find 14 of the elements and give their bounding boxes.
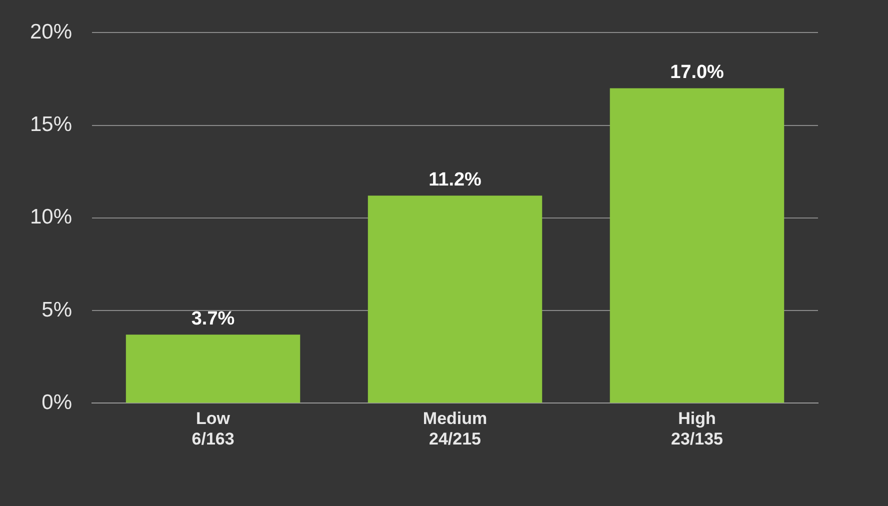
data-label: 11.2% [428,169,482,190]
data-label: 3.7% [191,308,235,330]
y-tick-label: 0% [42,390,72,414]
x-tick-label: Medium 24/215 [422,409,488,448]
y-tick-label: 5% [42,298,72,322]
data-label: 17.0% [670,62,724,83]
y-tick-label: 15% [30,113,72,136]
bar [610,88,784,403]
y-tick-label: 10% [30,206,72,229]
y-tick-label: 20% [30,20,72,44]
bar [368,196,542,403]
x-tick-label: High 23/135 [671,409,724,448]
bar [126,334,300,403]
x-tick-label: Low 6/163 [192,409,234,448]
